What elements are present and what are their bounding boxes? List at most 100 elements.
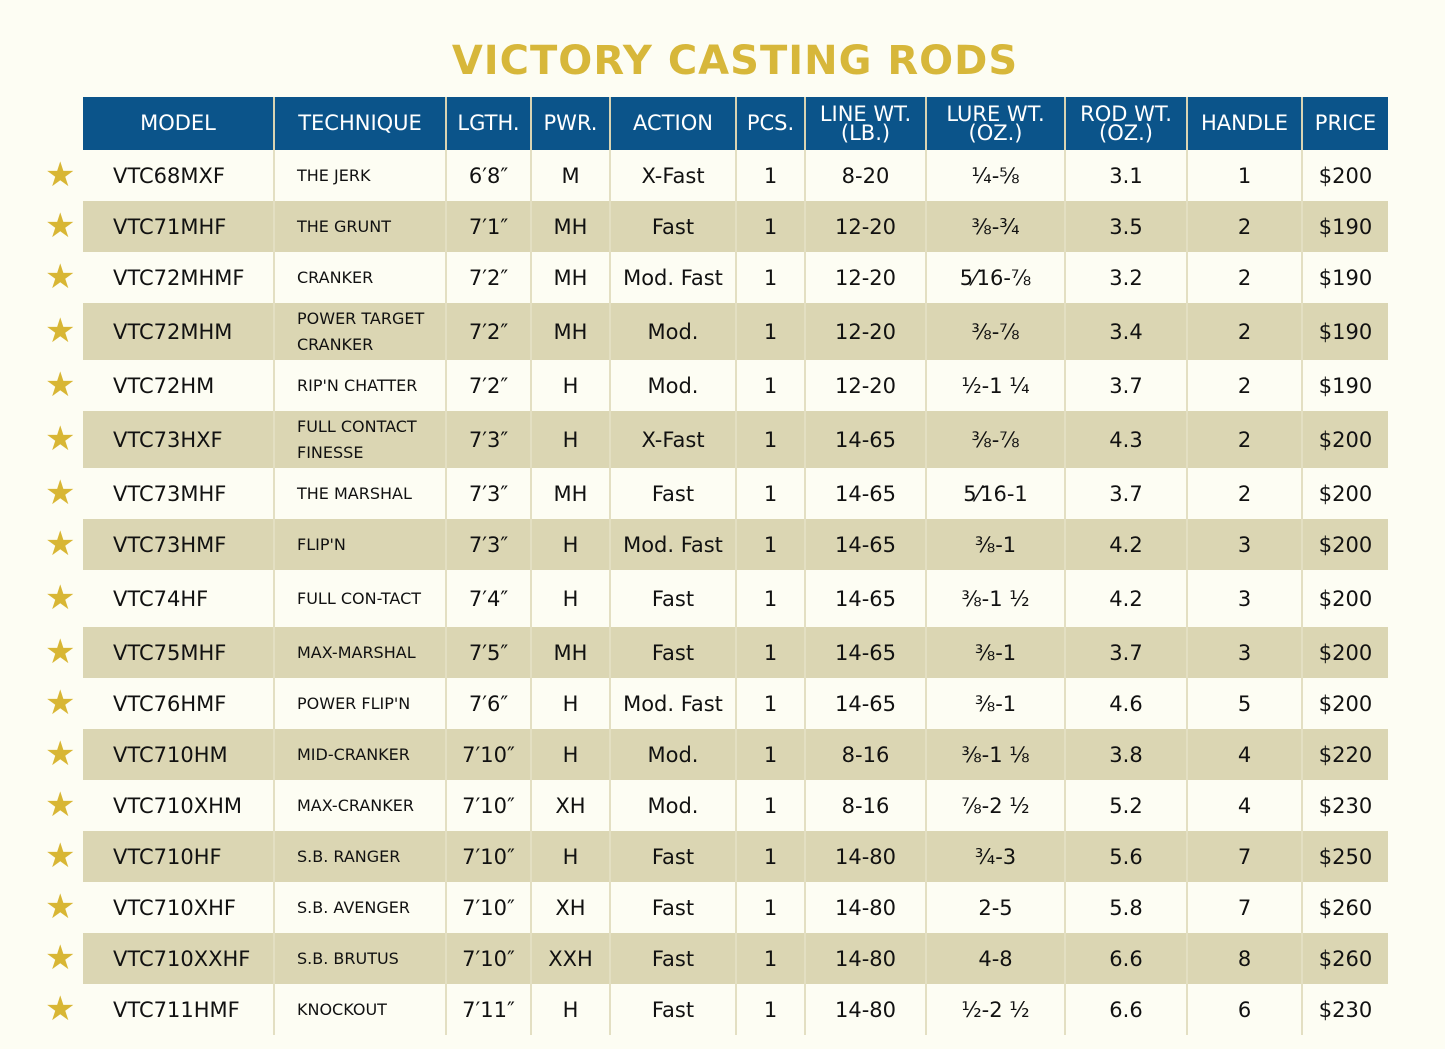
table-cell: ½-2 ½	[926, 984, 1066, 1035]
table-cell: $190	[1302, 201, 1388, 252]
column-header: HANDLE	[1187, 97, 1303, 150]
technique-cell: POWER FLIP'N	[274, 678, 447, 729]
table-cell: 1	[736, 411, 806, 468]
table-cell: 2	[1187, 411, 1303, 468]
column-header: ROD WT. (OZ.)	[1065, 97, 1188, 150]
table-row: VTC72HM RIP'N CHATTER 7′2″ H Mod. 1 12-20 ½-1 ¼…	[83, 360, 1388, 411]
table-cell: 7′1″	[446, 201, 532, 252]
table-cell: 3.8	[1065, 729, 1188, 780]
technique-cell: KNOCKOUT	[274, 984, 447, 1035]
table-row: VTC75MHF MAX-MARSHAL 7′5″ MH Fast 1 14-65 ⅜-1 3.…	[83, 627, 1388, 678]
table-cell: H	[531, 984, 611, 1035]
model-cell: VTC76HMF	[83, 678, 275, 729]
table-cell: 7′6″	[446, 678, 532, 729]
table-cell: ⅜-1 ⅛	[926, 729, 1066, 780]
table-cell: Fast	[610, 201, 737, 252]
table-cell: 7′3″	[446, 519, 532, 570]
table-cell: H	[531, 570, 611, 627]
header-row: MODEL TECHNIQUE LGTH. PWR. ACTION PCS. LINE WT…	[83, 97, 1388, 150]
table-cell: 1	[736, 570, 806, 627]
table-cell: Fast	[610, 933, 737, 984]
table-cell: 6	[1187, 984, 1303, 1035]
table-row: VTC68MXF THE JERK 6′8″ M X-Fast 1 8-20 ¼-⅝ 3.1 1 $…	[83, 150, 1388, 201]
table-cell: 7′4″	[446, 570, 532, 627]
table-cell: $200	[1318, 586, 1373, 611]
table-row: VTC71MHF THE GRUNT 7′1″ MH Fast 1 12-20 ⅜-¾ 3.5 2…	[83, 201, 1388, 252]
table-cell: $200	[1318, 481, 1373, 506]
table-cell: 14-80	[805, 882, 927, 933]
table-cell: ⅜-1	[926, 678, 1066, 729]
table-cell: 14-65	[805, 570, 927, 627]
technique-cell: FULL CONTACT FINESSE	[274, 411, 447, 468]
model-cell: VTC72MHMF	[83, 252, 275, 303]
table-cell: 3.7	[1065, 468, 1188, 519]
table-cell: 2	[1187, 468, 1303, 519]
star-icon: ★	[45, 577, 76, 618]
table-cell: 14-80	[805, 984, 927, 1035]
column-header: TECHNIQUE	[274, 97, 447, 150]
table-cell: 8-20	[805, 150, 927, 201]
technique-cell: S.B. BRUTUS	[274, 933, 447, 984]
table-cell: $190	[1302, 303, 1388, 360]
table-cell: 7′10″	[446, 933, 532, 984]
table-row: VTC711HMF KNOCKOUT 7′11″ H Fast 1 14-80 ½-2 ½ 6.…	[83, 984, 1388, 1035]
table-cell: 2-5	[926, 882, 1066, 933]
table-cell: Mod.	[610, 780, 737, 831]
model-cell: VTC73MHF	[83, 468, 275, 519]
table-cell: $190	[1318, 265, 1373, 290]
table-row: VTC72MHMF CRANKER 7′2″ MH Mod. Fast 1 12-20 5⁄1…	[83, 252, 1388, 303]
column-header: LURE WT. (OZ.)	[926, 97, 1066, 150]
table-cell: $200	[1302, 519, 1388, 570]
technique-cell: FLIP'N	[274, 519, 447, 570]
table-cell: 12-20	[805, 252, 927, 303]
star-icon: ★	[45, 682, 76, 723]
table-row: VTC72MHM POWER TARGET CRANKER 7′2″ MH Mod. 1 1…	[83, 303, 1388, 360]
model-cell: VTC71MHF	[83, 201, 275, 252]
star-icon: ★	[45, 154, 76, 195]
table-row: VTC710XHM MAX-CRANKER 7′10″ XH Mod. 1 8-16 ⅞-2 …	[83, 780, 1388, 831]
column-header: LGTH.	[446, 97, 532, 150]
table-cell: 12-20	[805, 303, 927, 360]
star-icon: ★	[45, 205, 76, 246]
table-cell: 8	[1187, 933, 1303, 984]
table-row: VTC76HMF POWER FLIP'N 7′6″ H Mod. Fast 1 14-65…	[83, 678, 1388, 729]
table-cell: 4.3	[1065, 411, 1188, 468]
table-row: VTC74HF FULL CON-TACT 7′4″ H Fast 1 14-65 ⅜-1 ½…	[83, 570, 1388, 627]
column-header: MODEL	[83, 97, 275, 150]
technique-cell: S.B. AVENGER	[274, 882, 447, 933]
table-cell: 6.6	[1065, 984, 1188, 1035]
table-cell: Mod.	[610, 360, 737, 411]
table-cell: 3.1	[1065, 150, 1188, 201]
table-cell: 4.2	[1065, 570, 1188, 627]
table-cell: 7′10″	[446, 780, 532, 831]
model-cell: VTC711HMF	[83, 984, 275, 1035]
technique-cell: RIP'N CHATTER	[274, 360, 447, 411]
table-cell: 2	[1187, 252, 1303, 303]
table-cell: Fast	[610, 627, 737, 678]
model-cell: VTC710HM	[83, 729, 275, 780]
table-cell: 8-16	[805, 780, 927, 831]
technique-cell: MAX-MARSHAL	[274, 627, 447, 678]
table-cell: H	[531, 411, 611, 468]
table-row: VTC710XXHF S.B. BRUTUS 7′10″ XXH Fast 1 14-80 4…	[83, 933, 1388, 984]
table-cell: 7′2″	[446, 360, 532, 411]
column-header: LINE WT. (LB.)	[805, 97, 927, 150]
table-cell: 1	[736, 933, 806, 984]
table-cell: 3	[1187, 519, 1303, 570]
table-cell: 7′5″	[446, 627, 532, 678]
table-cell: 3.7	[1065, 360, 1188, 411]
table-cell: 6.6	[1065, 933, 1188, 984]
table-cell: Mod.	[610, 729, 737, 780]
table-row: VTC73HMF FLIP'N 7′3″ H Mod. Fast 1 14-65 ⅜-1 4.2…	[83, 519, 1388, 570]
table-cell: 1	[736, 468, 806, 519]
table-cell: Fast	[610, 570, 737, 627]
table-cell: Mod. Fast	[610, 519, 737, 570]
table-cell: ⅞-2 ½	[926, 780, 1066, 831]
star-icon: ★	[45, 937, 76, 978]
technique-cell: CRANKER	[274, 252, 447, 303]
table-cell: 3.2	[1065, 252, 1188, 303]
table-row: VTC73HXF FULL CONTACT FINESSE 7′3″ H X-Fast 1…	[83, 411, 1388, 468]
table-cell: 14-65	[805, 468, 927, 519]
table-cell: $200	[1318, 163, 1373, 188]
model-cell: VTC710XHM	[83, 780, 275, 831]
